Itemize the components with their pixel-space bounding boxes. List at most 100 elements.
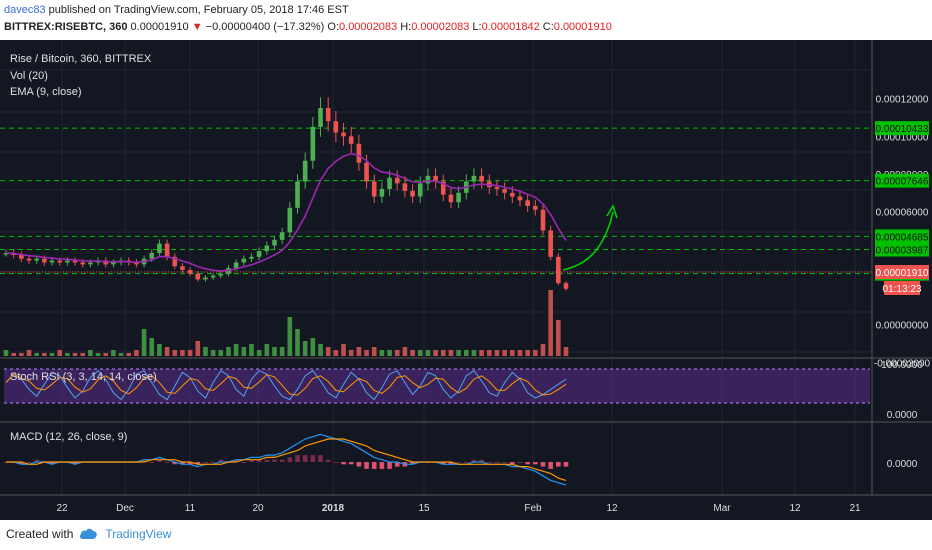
volume-bar: [134, 350, 139, 356]
macd-hist-bar: [210, 462, 216, 463]
level-tag-text: 0.00003987: [876, 246, 929, 257]
tradingview-link[interactable]: TradingView: [105, 527, 172, 541]
time-axis-label: 20: [252, 503, 264, 514]
last-price: 0.00001910: [130, 21, 189, 33]
candle-body: [333, 121, 339, 133]
candle-body: [65, 260, 70, 263]
candle-body: [525, 200, 530, 206]
macd-hist-bar: [525, 462, 530, 465]
macd-hist-bar: [486, 462, 492, 463]
projection-arrow-head: [606, 204, 618, 219]
macd-hist-bar: [149, 462, 155, 463]
level-tag: [875, 229, 929, 244]
chart-canvas[interactable]: 0.000120000.000100000.000080000.00006000…: [0, 40, 932, 520]
candle-body: [387, 177, 392, 190]
time-axis-label: 22: [56, 503, 68, 514]
candles: [3, 97, 569, 291]
candle-body: [241, 258, 247, 263]
rsi-axis-bottom: 0.0000: [887, 410, 918, 421]
candle-body: [325, 108, 331, 122]
candle-body: [433, 175, 438, 182]
rsi-d-line: [5, 373, 567, 396]
macd-hist-bar: [463, 462, 469, 463]
macd-legend: MACD (12, 26, close, 9): [10, 431, 127, 443]
candle-body: [19, 254, 24, 259]
candle-body: [272, 239, 277, 246]
macd-hist-bar: [371, 462, 377, 469]
candle-body: [410, 190, 415, 197]
macd-hist-bar: [517, 462, 523, 463]
volume-bar: [302, 341, 308, 356]
macd-hist-bar: [241, 462, 247, 463]
macd-hist-bar: [272, 459, 277, 462]
candle-body: [364, 162, 369, 182]
candle-body: [195, 273, 201, 280]
volume-bar: [387, 350, 392, 356]
volume-bar: [264, 344, 270, 356]
candle-body: [479, 175, 484, 182]
candle-body: [348, 136, 354, 144]
volume-bar: [34, 353, 39, 356]
candle-body: [471, 175, 477, 182]
price-axis-label: 0.00006000: [876, 208, 929, 219]
macd-hist-bar: [180, 462, 185, 465]
macd-hist-bar: [556, 462, 561, 467]
volume-bar: [540, 344, 546, 356]
countdown-tag: [884, 281, 920, 295]
author-link[interactable]: davec83: [4, 4, 46, 16]
volume-bar: [371, 347, 377, 356]
candle-body: [72, 260, 78, 263]
low-label: L:: [472, 21, 482, 33]
volume-bar: [433, 350, 438, 356]
candle-body: [203, 277, 208, 280]
macd-hist-bar: [387, 462, 392, 469]
candle-body: [341, 132, 346, 137]
macd-hist-bar: [19, 462, 24, 465]
volume-bar: [510, 350, 515, 356]
macd-hist-bar: [141, 459, 147, 462]
macd-hist-bar: [456, 462, 461, 463]
volume-bar: [164, 347, 170, 356]
macd-hist-bar: [172, 462, 178, 465]
volume-bar: [172, 350, 178, 356]
candle-body: [540, 209, 546, 231]
time-axis-label: 12: [606, 503, 618, 514]
macd-hist-bar: [157, 459, 162, 462]
volume-bar: [11, 353, 16, 356]
volume-bar: [218, 350, 224, 356]
macd-signal-line: [6, 438, 567, 481]
candle-body: [302, 160, 308, 182]
macd-hist-bar: [410, 462, 415, 465]
level-tag: [875, 121, 929, 136]
time-axis-label: 15: [418, 503, 430, 514]
macd-hist-bar: [356, 462, 362, 467]
candle-body: [256, 251, 262, 257]
macd-hist-bar: [164, 462, 170, 463]
candle-body: [42, 258, 47, 263]
footer: Created with TradingView: [6, 527, 171, 541]
macd-hist-bar: [295, 455, 300, 462]
macd-hist-bar: [34, 459, 39, 462]
volume-bar: [325, 347, 331, 356]
volume-bar: [126, 353, 132, 356]
high-value: 0.00002083: [411, 21, 470, 33]
candle-body: [218, 273, 224, 276]
volume-bar: [533, 350, 538, 356]
volume-bar: [49, 353, 55, 356]
volume-bar: [448, 350, 454, 356]
volume-bar: [57, 350, 62, 356]
volume-bar: [556, 320, 561, 356]
time-axis[interactable]: 22 Dec 11 20 2018 15 Feb 12 Mar 12 21: [56, 503, 861, 514]
publish-info: published on TradingView.com, February 0…: [48, 4, 349, 16]
volume-bar: [318, 344, 323, 356]
macd-hist-bar: [218, 459, 224, 462]
price-change: −0.00000400 (−17.32%): [205, 21, 325, 33]
tradingview-cloud-icon: [80, 528, 98, 539]
volume-bar: [341, 344, 346, 356]
time-axis-label: Feb: [524, 503, 542, 514]
macd-hist-bar: [364, 462, 369, 469]
volume-bar: [548, 290, 553, 356]
macd-hist-bar: [379, 462, 385, 469]
candle-body: [448, 194, 454, 203]
volume-bar: [42, 353, 47, 356]
